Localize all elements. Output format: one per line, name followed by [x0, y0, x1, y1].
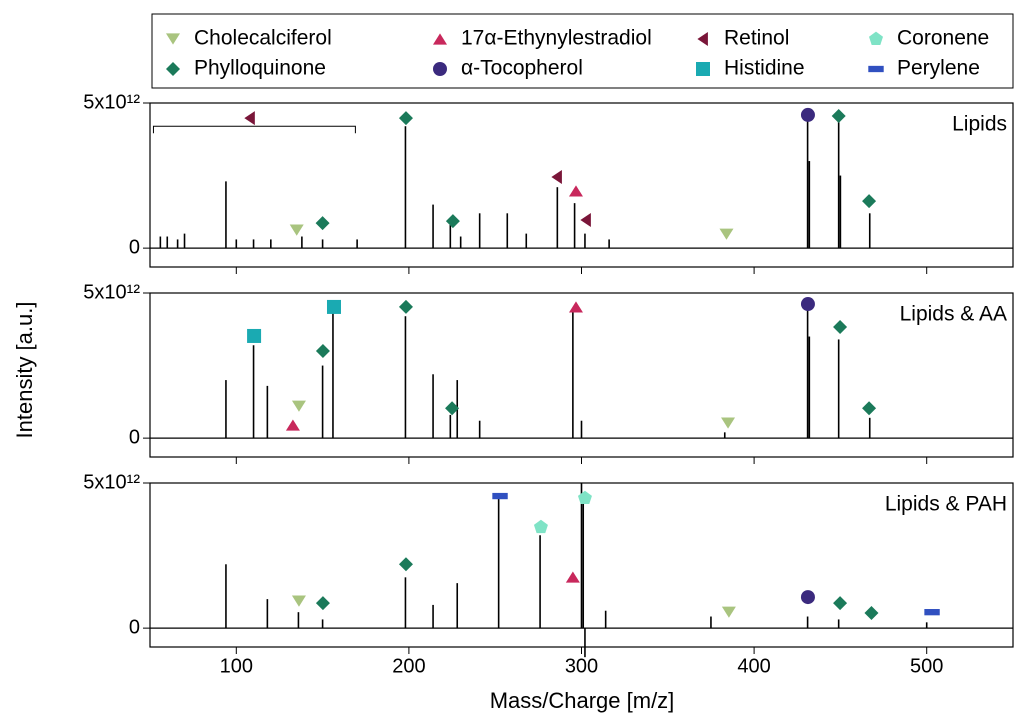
- marker: [398, 299, 413, 314]
- legend-label: α-Tocopherol: [461, 57, 583, 80]
- marker: [551, 170, 562, 185]
- marker: [445, 401, 460, 416]
- marker: [289, 224, 304, 236]
- marker: [492, 492, 508, 500]
- marker: [719, 228, 734, 240]
- marker: [800, 297, 815, 312]
- panel-label: Lipids: [952, 113, 1007, 136]
- x-tick-label: 100: [220, 655, 253, 677]
- y-tick-label: 0: [129, 616, 140, 638]
- legend-marker: [166, 33, 180, 45]
- legend-label: Cholecalciferol: [194, 27, 332, 50]
- marker: [291, 595, 306, 607]
- legend-marker: [166, 62, 180, 76]
- marker: [864, 606, 879, 621]
- marker: [315, 216, 330, 231]
- legend-marker: [697, 32, 708, 46]
- y-axis-label: Intensity [a.u.]: [12, 302, 37, 439]
- x-tick-label: 500: [910, 655, 943, 677]
- marker: [398, 557, 413, 572]
- y-tick-label: 5x10¹²: [83, 281, 140, 303]
- x-tick-label: 400: [737, 655, 770, 677]
- y-tick-label: 5x10¹²: [83, 471, 140, 493]
- marker: [800, 107, 815, 122]
- legend-box: [151, 13, 1014, 89]
- x-axis-label: Mass/Charge [m/z]: [490, 688, 675, 713]
- marker: [445, 214, 460, 229]
- bracket: [152, 125, 356, 134]
- legend-marker: [433, 62, 447, 76]
- marker: [721, 417, 736, 429]
- panel-label: Lipids & AA: [900, 303, 1007, 326]
- y-tick-label: 0: [129, 236, 140, 258]
- marker: [831, 109, 846, 124]
- marker: [244, 111, 255, 126]
- marker: [580, 212, 591, 227]
- legend-label: Histidine: [724, 57, 805, 80]
- marker: [721, 606, 736, 618]
- x-tick-label: 200: [392, 655, 425, 677]
- marker: [577, 490, 592, 505]
- legend-label: Retinol: [724, 27, 789, 50]
- marker: [247, 328, 262, 343]
- marker: [833, 319, 848, 334]
- legend-label: Phylloquinone: [194, 57, 326, 80]
- legend-marker: [869, 31, 883, 45]
- legend-label: Coronene: [897, 27, 989, 50]
- marker: [533, 519, 548, 534]
- panel-label: Lipids & PAH: [885, 493, 1007, 516]
- x-tick-label: 300: [565, 655, 598, 677]
- legend-label: Perylene: [897, 57, 980, 80]
- marker: [862, 401, 877, 416]
- marker: [568, 185, 583, 197]
- marker: [315, 344, 330, 359]
- marker: [833, 596, 848, 611]
- legend-marker: [868, 65, 884, 73]
- marker: [315, 596, 330, 611]
- marker: [565, 571, 580, 583]
- marker: [862, 194, 877, 209]
- legend-marker: [696, 62, 710, 76]
- y-tick-label: 0: [129, 426, 140, 448]
- marker: [291, 400, 306, 412]
- marker: [800, 590, 815, 605]
- legend-label: 17α-Ethynylestradiol: [461, 27, 652, 50]
- marker: [285, 419, 300, 431]
- legend-marker: [433, 33, 447, 45]
- marker: [568, 301, 583, 313]
- marker: [398, 111, 413, 126]
- y-tick-label: 5x10¹²: [83, 91, 140, 113]
- marker: [326, 299, 341, 314]
- panel-frame: [149, 102, 1014, 268]
- marker: [924, 609, 940, 616]
